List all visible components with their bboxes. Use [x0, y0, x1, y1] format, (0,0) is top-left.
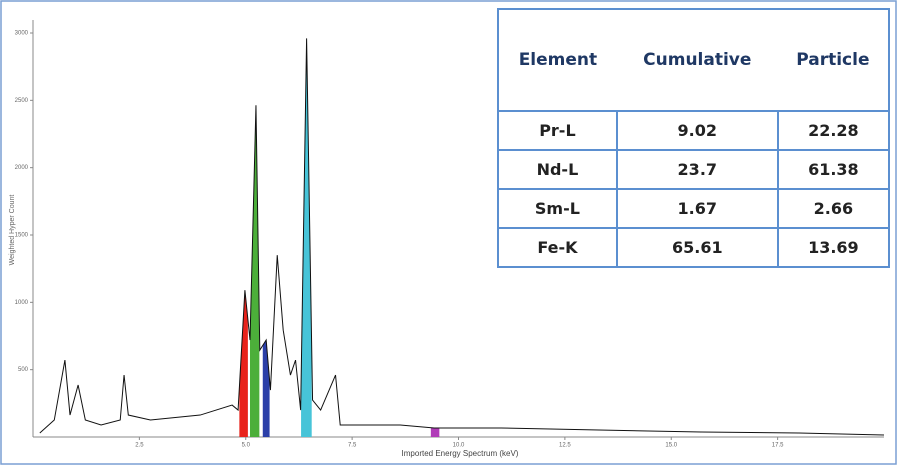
- header-cell: Element: [518, 49, 598, 70]
- table-row: Fe-K 65.61 13.69: [497, 226, 891, 269]
- table-cell: 22.28: [776, 109, 891, 151]
- header-cell: Particle: [796, 49, 870, 70]
- x-axis-label: Imported Energy Spectrum (keV): [402, 449, 519, 458]
- y-tick-label: 1500: [15, 233, 29, 239]
- table-cell: 23.7: [615, 148, 779, 190]
- spectrum-line: [39, 38, 885, 436]
- x-tick-label: 5.0: [242, 443, 251, 449]
- table-cell: Pr-L: [497, 109, 618, 151]
- table-cell: 9.02: [615, 109, 779, 151]
- element-table: Element Cumulative Particle Pr-L 9.02 22.28 N…: [497, 8, 891, 269]
- table-row: Pr-L 9.02 22.28: [497, 109, 891, 151]
- x-tick-label: 7.5: [348, 443, 357, 449]
- y-tick-label: 2000: [15, 165, 29, 171]
- element-band: [301, 38, 312, 437]
- element-band: [239, 290, 248, 437]
- element-band: [430, 427, 440, 437]
- y-tick-label: 1000: [15, 300, 29, 306]
- table-cell: Sm-L: [497, 187, 618, 229]
- y-axis-label: Weighted Hyper Count: [9, 195, 16, 266]
- x-tick-label: 15.0: [665, 443, 677, 449]
- table-cell: 13.69: [776, 226, 891, 269]
- x-tick-label: 2.5: [135, 443, 144, 449]
- x-tick-label: 12.5: [559, 443, 571, 449]
- table-cell: Fe-K: [497, 226, 618, 269]
- header-row: Element Cumulative Particle: [498, 9, 889, 111]
- table-cell: 2.66: [776, 187, 891, 229]
- table-cell: Nd-L: [497, 148, 618, 190]
- table-row: Sm-L 1.67 2.66: [497, 187, 891, 229]
- table-row: Nd-L 23.7 61.38: [497, 148, 891, 190]
- y-tick-label: 3000: [15, 31, 29, 37]
- x-tick-label: 10.0: [453, 443, 465, 449]
- table-cell: 65.61: [615, 226, 779, 269]
- table-cell: 1.67: [615, 187, 779, 229]
- x-tick-label: 17.5: [772, 443, 784, 449]
- table-cell: 61.38: [776, 148, 891, 190]
- header-cell: Cumulative: [643, 49, 752, 70]
- y-tick-label: 2500: [15, 98, 29, 104]
- y-tick-label: 500: [18, 367, 29, 373]
